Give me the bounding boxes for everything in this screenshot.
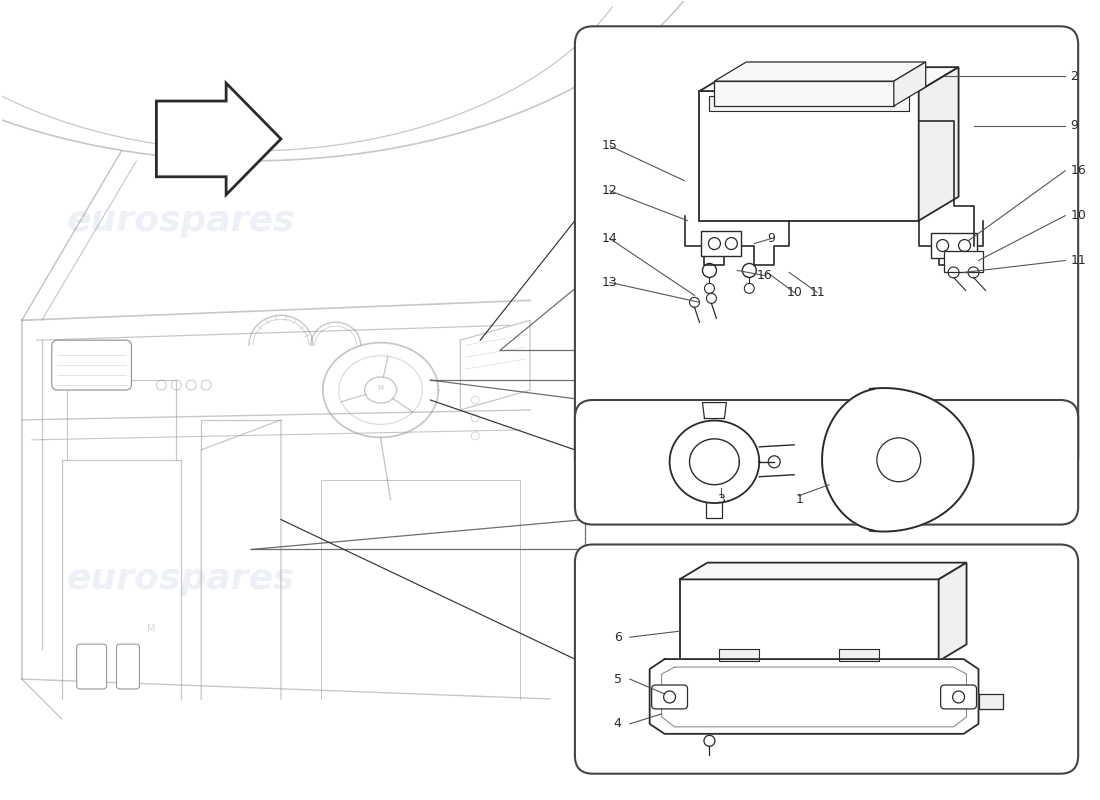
Text: 10: 10 bbox=[1070, 209, 1086, 222]
Text: 3: 3 bbox=[717, 493, 725, 506]
Text: 6: 6 bbox=[614, 630, 622, 644]
Text: 10: 10 bbox=[786, 286, 802, 299]
Polygon shape bbox=[938, 562, 967, 661]
Text: 16: 16 bbox=[757, 269, 772, 282]
Polygon shape bbox=[918, 67, 958, 221]
Text: 11: 11 bbox=[810, 286, 825, 299]
Polygon shape bbox=[944, 250, 983, 273]
Polygon shape bbox=[714, 62, 926, 81]
Polygon shape bbox=[894, 62, 926, 106]
Text: 5: 5 bbox=[614, 673, 622, 686]
Text: eurospares: eurospares bbox=[661, 566, 837, 594]
Text: 1: 1 bbox=[795, 493, 803, 506]
FancyBboxPatch shape bbox=[651, 685, 688, 709]
Polygon shape bbox=[680, 562, 967, 579]
Text: 16: 16 bbox=[1070, 164, 1086, 178]
Text: 4: 4 bbox=[614, 718, 622, 730]
Polygon shape bbox=[822, 388, 974, 531]
Text: 14: 14 bbox=[602, 232, 618, 245]
Polygon shape bbox=[702, 230, 741, 255]
Polygon shape bbox=[714, 81, 894, 106]
Text: 2: 2 bbox=[1070, 70, 1078, 82]
Text: M: M bbox=[377, 385, 384, 391]
Polygon shape bbox=[700, 91, 918, 221]
FancyBboxPatch shape bbox=[575, 400, 1078, 525]
FancyBboxPatch shape bbox=[575, 545, 1078, 774]
Polygon shape bbox=[979, 694, 1003, 709]
Text: eurospares: eurospares bbox=[661, 206, 837, 234]
Text: 13: 13 bbox=[602, 276, 618, 289]
Polygon shape bbox=[670, 421, 759, 503]
Polygon shape bbox=[650, 659, 979, 734]
FancyBboxPatch shape bbox=[52, 340, 132, 390]
Polygon shape bbox=[710, 96, 909, 111]
Text: eurospares: eurospares bbox=[67, 562, 296, 596]
Text: M: M bbox=[147, 624, 155, 634]
FancyBboxPatch shape bbox=[575, 26, 1078, 474]
FancyBboxPatch shape bbox=[940, 685, 977, 709]
FancyBboxPatch shape bbox=[77, 644, 107, 689]
Polygon shape bbox=[839, 649, 879, 661]
Text: eurospares: eurospares bbox=[67, 204, 296, 238]
Polygon shape bbox=[700, 67, 958, 91]
Text: 9: 9 bbox=[768, 232, 776, 245]
Polygon shape bbox=[931, 233, 977, 258]
Text: 9: 9 bbox=[1070, 119, 1078, 133]
Text: 12: 12 bbox=[602, 184, 618, 198]
Polygon shape bbox=[680, 579, 938, 661]
Text: 15: 15 bbox=[602, 139, 618, 152]
Text: 11: 11 bbox=[1070, 254, 1086, 267]
Polygon shape bbox=[156, 83, 280, 194]
Polygon shape bbox=[719, 649, 759, 661]
FancyBboxPatch shape bbox=[117, 644, 140, 689]
